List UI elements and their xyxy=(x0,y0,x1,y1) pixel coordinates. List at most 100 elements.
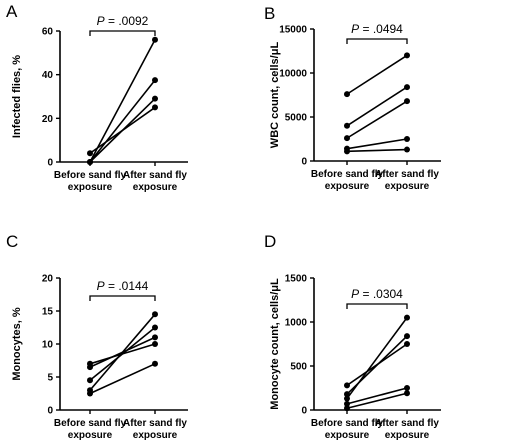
significance-bracket xyxy=(89,30,156,36)
y-tick-label: 5000 xyxy=(285,113,308,124)
data-point-after xyxy=(152,324,158,331)
significance-bracket xyxy=(346,303,408,309)
series-line xyxy=(346,86,408,127)
data-point-after xyxy=(152,77,158,84)
x-tick-label: Before sand fly xyxy=(54,170,127,181)
data-point-after xyxy=(404,314,410,321)
y-axis-label: WBC count, cells/μL xyxy=(269,42,281,149)
y-tick-label: 5 xyxy=(47,373,53,384)
data-point-before xyxy=(344,400,350,407)
data-point-after xyxy=(152,311,158,318)
y-tick-label: 10 xyxy=(42,340,54,351)
data-point-after xyxy=(404,52,410,59)
panel-letter: C xyxy=(6,232,18,251)
p-value-label: P = .0494 xyxy=(351,22,403,36)
x-tick-label: exposure xyxy=(325,430,370,441)
y-tick-label: 15 xyxy=(42,307,54,318)
y-axis-label: Monocytes, % xyxy=(11,307,23,381)
data-point-after xyxy=(152,36,158,43)
data-point-before xyxy=(344,148,350,155)
data-point-before xyxy=(344,405,350,412)
significance-bracket xyxy=(346,38,408,44)
p-value-symbol: P xyxy=(97,14,105,28)
y-axis-label: Monocyte count, cells/μL xyxy=(269,278,281,410)
data-point-after xyxy=(404,341,410,347)
series-line xyxy=(346,54,408,95)
y-tick-label: 1000 xyxy=(285,318,308,329)
x-tick-label: exposure xyxy=(385,430,430,441)
x-tick-label: exposure xyxy=(133,182,178,193)
y-tick-label: 20 xyxy=(42,274,54,285)
data-point-after xyxy=(152,360,158,367)
significance-bracket xyxy=(89,295,156,301)
panel-letter: A xyxy=(6,2,18,21)
x-tick-label: exposure xyxy=(325,181,370,192)
data-point-after xyxy=(152,341,158,347)
p-value-text: = .0092 xyxy=(105,14,149,28)
x-tick-label: Before sand fly xyxy=(311,418,384,429)
x-tick-label: Before sand fly xyxy=(54,418,127,429)
series-line xyxy=(346,317,408,400)
p-value-text: = .0494 xyxy=(359,22,403,36)
p-value-text: = .0144 xyxy=(105,279,149,293)
data-point-after xyxy=(404,136,410,142)
y-tick-label: 0 xyxy=(47,158,53,169)
y-tick-label: 0 xyxy=(301,406,307,417)
data-point-before xyxy=(87,377,93,384)
data-point-before xyxy=(87,159,93,165)
p-value-symbol: P xyxy=(351,287,359,301)
p-value-label: P = .0304 xyxy=(351,287,403,301)
series-line xyxy=(89,326,156,381)
series-line xyxy=(346,387,408,405)
data-point-after xyxy=(404,385,410,391)
p-value-label: P = .0092 xyxy=(97,14,149,28)
y-tick-label: 60 xyxy=(42,27,54,38)
x-tick-label: exposure xyxy=(133,430,178,441)
x-tick-label: Before sand fly xyxy=(311,169,384,180)
p-value-symbol: P xyxy=(351,22,359,36)
data-point-before xyxy=(87,150,93,157)
data-point-after xyxy=(404,84,410,91)
panel-letter: B xyxy=(264,4,275,23)
chart-panel-d: D Monocyte count, cells/μL 0 500 1000 1500 Bef… xyxy=(264,232,441,441)
series-line xyxy=(89,79,156,163)
series-line xyxy=(89,313,156,391)
y-tick-label: 40 xyxy=(42,70,54,81)
x-tick-label: After sand fly xyxy=(375,418,439,429)
x-tick-label: After sand fly xyxy=(123,418,187,429)
y-tick-label: 20 xyxy=(42,114,54,125)
data-point-before xyxy=(344,91,350,98)
data-point-after xyxy=(404,333,410,340)
p-value-label: P = .0144 xyxy=(97,279,149,293)
series-line xyxy=(89,363,156,395)
y-tick-label: 0 xyxy=(47,406,53,417)
series-line xyxy=(346,100,408,139)
data-point-after xyxy=(152,334,158,341)
data-point-after xyxy=(404,390,410,397)
series-line xyxy=(89,39,156,163)
data-point-after xyxy=(404,146,410,153)
data-point-before xyxy=(344,382,350,389)
data-point-before xyxy=(344,395,350,402)
data-point-before xyxy=(344,122,350,129)
chart-panel-a: A Infected flies, % 0 20 40 60 Before sand fly… xyxy=(6,2,188,193)
series-line xyxy=(346,138,408,150)
y-tick-label: 0 xyxy=(301,157,307,168)
chart-panel-b: B WBC count, cells/μL 0 5000 10000 15000 Befor… xyxy=(264,4,441,192)
x-tick-label: exposure xyxy=(68,430,113,441)
data-point-before xyxy=(87,390,93,397)
y-tick-label: 10000 xyxy=(279,69,307,80)
panel-letter: D xyxy=(264,232,276,251)
p-value-text: = .0304 xyxy=(359,287,403,301)
y-tick-label: 1500 xyxy=(285,274,308,285)
x-tick-label: exposure xyxy=(68,182,113,193)
x-tick-label: After sand fly xyxy=(375,169,439,180)
data-point-before xyxy=(87,364,93,371)
data-point-after xyxy=(152,95,158,102)
series-line xyxy=(89,106,156,154)
data-point-after xyxy=(152,104,158,111)
x-tick-label: After sand fly xyxy=(123,170,187,181)
series-line xyxy=(346,392,408,410)
